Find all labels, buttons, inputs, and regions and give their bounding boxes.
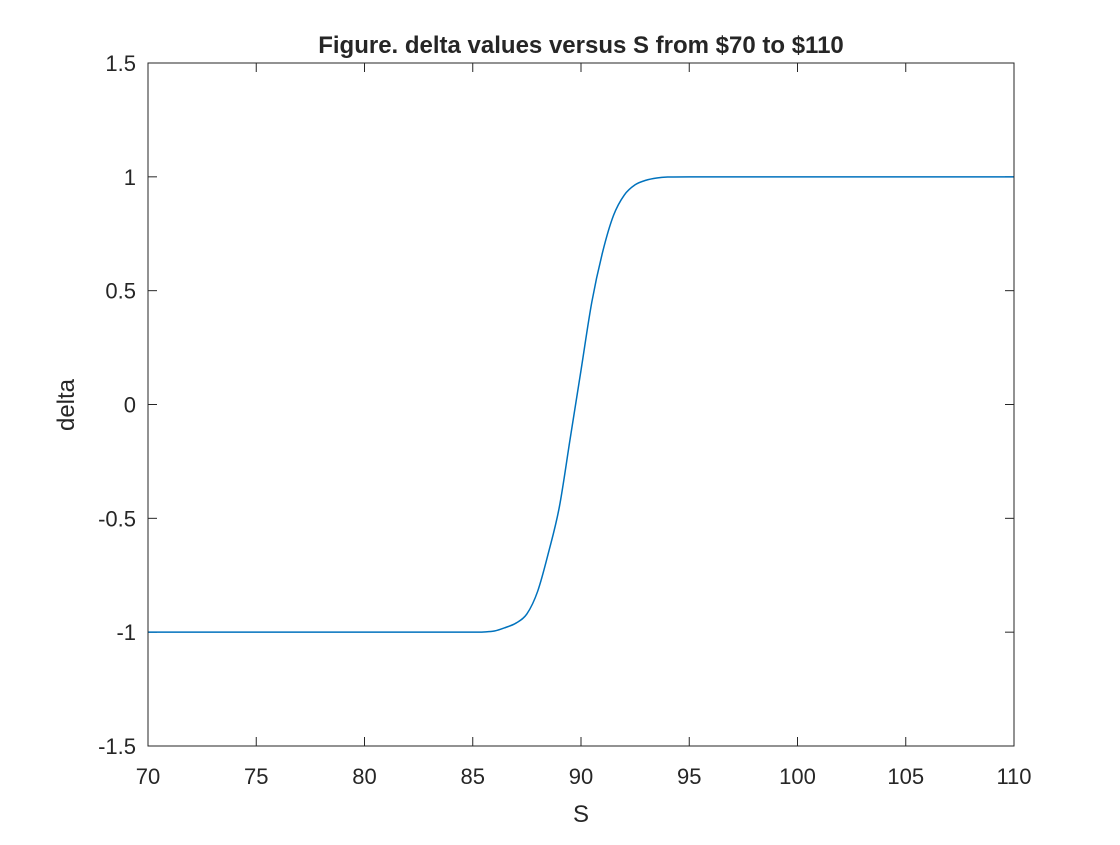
y-tick-label: 1: [124, 165, 136, 190]
y-tick-label: 0: [124, 393, 136, 418]
x-tick-label: 70: [136, 764, 160, 789]
y-tick-label: -1: [116, 620, 136, 645]
x-tick-label: 105: [887, 764, 924, 789]
curve-layer: [147, 176, 1014, 633]
x-tick-label: 75: [244, 764, 268, 789]
y-tick-label: 1.5: [105, 51, 136, 76]
chart-title: Figure. delta values versus S from $70 t…: [318, 32, 844, 59]
x-tick-label: 100: [779, 764, 816, 789]
x-axis-label: S: [573, 801, 589, 828]
x-tick-label: 90: [569, 764, 593, 789]
axes-box: [147, 62, 1015, 747]
y-tick-label: -1.5: [98, 734, 136, 759]
delta-series-line: [147, 176, 1014, 633]
x-tick-label: 85: [461, 764, 485, 789]
y-axis-label: delta: [53, 378, 80, 431]
x-tick-label: 95: [677, 764, 701, 789]
y-tick-label: 0.5: [105, 279, 136, 304]
x-tick-label: 110: [996, 764, 1031, 789]
x-tick-label: 80: [352, 764, 376, 789]
tick-labels: 70 75 80 85 90 95 100 105 110 -1.5 -1 -0.5 0 0.5 1 1.5: [98, 51, 1031, 789]
ticks: [147, 62, 1015, 747]
y-tick-label: -0.5: [98, 506, 136, 531]
